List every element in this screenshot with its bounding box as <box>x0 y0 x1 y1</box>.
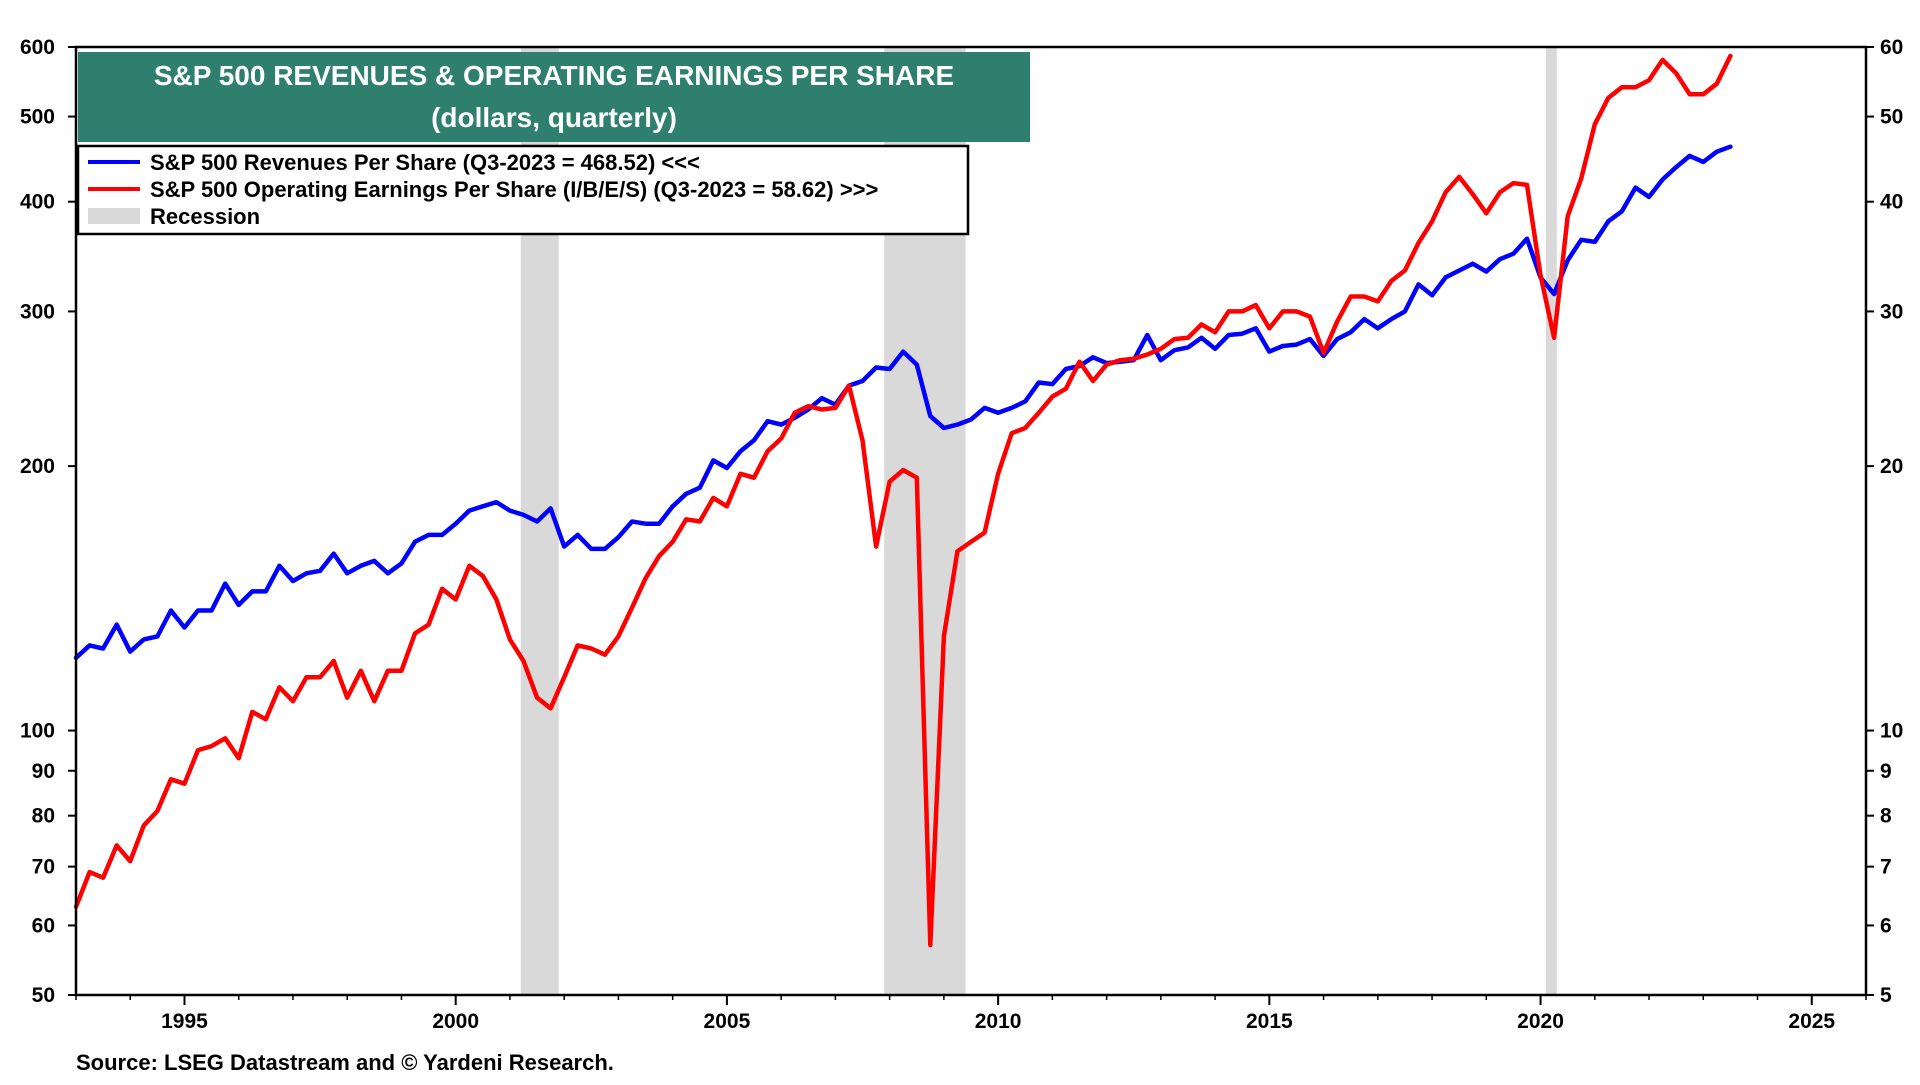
y-left-tick-label-70: 70 <box>32 856 55 879</box>
legend-label-revenues: S&P 500 Revenues Per Share (Q3-2023 = 46… <box>150 150 700 175</box>
y-right-tick-label-10: 10 <box>1880 720 1903 743</box>
y-right-tick-label-30: 30 <box>1880 300 1903 323</box>
y-left-tick-label-80: 80 <box>32 805 55 828</box>
y-left-tick-label-300: 300 <box>20 300 55 323</box>
revenues-series-line <box>73 144 1733 661</box>
title-background <box>78 52 1030 142</box>
y-left-tick-label-500: 500 <box>20 106 55 129</box>
x-tick-label-2010: 2010 <box>975 1010 1022 1033</box>
y-right-tick-label-60: 60 <box>1880 36 1903 59</box>
x-tick-label-1995: 1995 <box>161 1010 208 1033</box>
source-note: Source: LSEG Datastream and © Yardeni Re… <box>76 1050 614 1075</box>
y-left-tick-label-600: 600 <box>20 36 55 59</box>
y-right-tick-label-20: 20 <box>1880 455 1903 478</box>
y-right-tick-label-8: 8 <box>1880 805 1892 828</box>
legend-swatch-recession <box>88 208 140 224</box>
x-tick-label-2025: 2025 <box>1788 1010 1835 1033</box>
chart-subtitle: (dollars, quarterly) <box>431 102 677 133</box>
legend: S&P 500 Revenues Per Share (Q3-2023 = 46… <box>76 144 970 236</box>
y-left-tick-label-100: 100 <box>20 720 55 743</box>
title-box: S&P 500 REVENUES & OPERATING EARNINGS PE… <box>78 52 1030 142</box>
x-tick-label-2020: 2020 <box>1517 1010 1564 1033</box>
chart-title: S&P 500 REVENUES & OPERATING EARNINGS PE… <box>154 60 954 91</box>
y-left-tick-label-400: 400 <box>20 191 55 214</box>
x-tick-label-2015: 2015 <box>1246 1010 1293 1033</box>
series-lines <box>73 53 1733 948</box>
y-left-tick-label-200: 200 <box>20 455 55 478</box>
y-right-tick-label-6: 6 <box>1880 914 1892 937</box>
x-tick-label-2000: 2000 <box>432 1010 479 1033</box>
y-axis-right: 60 50 40 30 20 10 9 8 7 6 5 <box>1866 36 1903 1007</box>
y-right-tick-label-50: 50 <box>1880 106 1903 129</box>
y-axis-left: 600 500 400 300 200 100 90 80 70 60 50 <box>20 36 76 1007</box>
x-tick-label-2005: 2005 <box>704 1010 751 1033</box>
x-axis: 1995 2000 2005 2010 2015 2020 2025 <box>75 995 1867 1033</box>
y-left-tick-label-90: 90 <box>32 760 55 783</box>
recession-band-3 <box>1545 47 1557 995</box>
legend-frame <box>76 144 970 236</box>
earnings-series-line <box>73 53 1733 948</box>
plot-frame <box>74 45 1868 997</box>
y-right-tick-label-40: 40 <box>1880 191 1903 214</box>
y-right-tick-label-7: 7 <box>1880 856 1892 879</box>
y-left-tick-label-60: 60 <box>32 914 55 937</box>
y-right-tick-label-9: 9 <box>1880 760 1892 783</box>
y-left-tick-label-50: 50 <box>32 984 55 1007</box>
legend-label-recession: Recession <box>150 204 260 229</box>
legend-label-earnings: S&P 500 Operating Earnings Per Share (I/… <box>150 177 878 202</box>
y-right-tick-label-5: 5 <box>1880 984 1892 1007</box>
